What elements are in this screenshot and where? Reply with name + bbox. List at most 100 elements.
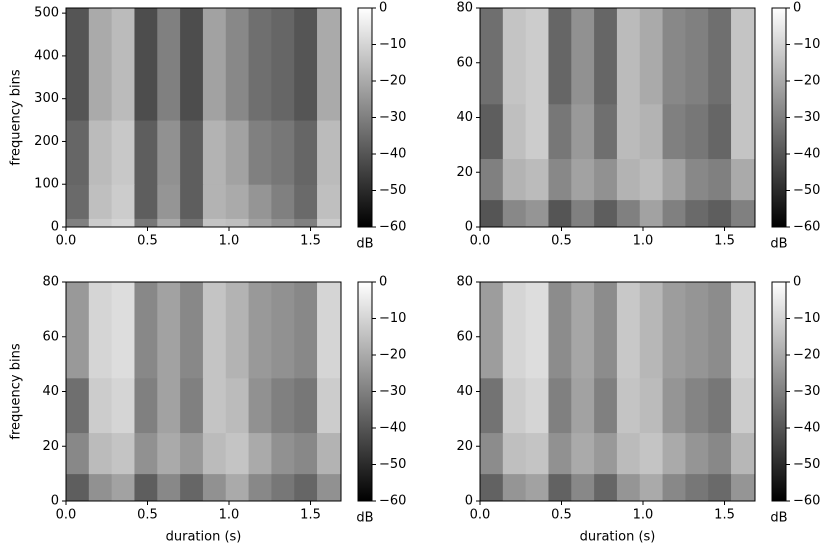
colorbar-tick-label: −50 — [379, 183, 406, 198]
heatmap-cell — [571, 8, 595, 105]
heatmap-cell — [708, 103, 732, 160]
y-axis-label: frequency bins — [9, 343, 24, 439]
colorbar — [771, 7, 787, 228]
axes-frame — [65, 7, 342, 228]
heatmap-cell — [271, 120, 295, 185]
heatmap-cell — [180, 432, 204, 475]
colorbar-tick-label: −40 — [379, 147, 406, 162]
heatmap-cell — [639, 473, 664, 502]
heatmap-cell — [317, 377, 342, 434]
heatmap-cell — [525, 199, 549, 228]
heatmap-cell — [157, 120, 181, 185]
heatmap-cell — [225, 282, 250, 379]
x-tick-label: 0.5 — [137, 234, 158, 249]
heatmap-cell — [502, 473, 527, 502]
heatmap-cell — [662, 282, 686, 379]
heatmap-cell — [480, 103, 504, 160]
x-tick-label: 0.5 — [551, 508, 572, 523]
heatmap-cell — [202, 377, 227, 434]
colorbar-tick-label: −10 — [793, 311, 820, 326]
heatmap-cell — [685, 282, 709, 379]
y-tick-label: 20 — [456, 165, 473, 180]
colorbar-tick-label: −40 — [793, 421, 820, 436]
y-tick-label: 400 — [34, 48, 59, 63]
heatmap-cell — [639, 199, 664, 228]
heatmap-cell — [248, 432, 272, 475]
x-tick-label: 0.5 — [551, 234, 572, 249]
heatmap-cell — [548, 103, 572, 160]
heatmap-cell — [480, 377, 504, 434]
y-axis-label: frequency bins — [9, 69, 24, 165]
heatmap-cell — [685, 199, 709, 228]
heatmap-cell — [271, 282, 295, 379]
heatmap-cell — [111, 8, 135, 121]
heatmap-cell — [480, 473, 504, 502]
heatmap-cell — [271, 184, 295, 219]
heatmap-cell — [502, 8, 527, 105]
colorbar-tick-label: −60 — [793, 494, 820, 509]
y-tick-label: 100 — [34, 177, 59, 192]
heatmap-cell — [271, 432, 295, 475]
colorbar-label: dB — [770, 511, 787, 526]
x-tick-label: 1.0 — [219, 508, 240, 523]
heatmap-cell — [202, 120, 227, 185]
x-tick-label: 0.0 — [470, 234, 491, 249]
heatmap-cell — [548, 282, 572, 379]
heatmap-cell — [271, 218, 295, 228]
colorbar-tick-label: −50 — [793, 183, 820, 198]
heatmap-cell — [662, 199, 686, 228]
heatmap-cell — [708, 473, 732, 502]
heatmap-cell — [88, 120, 113, 185]
heatmap-cell — [134, 432, 158, 475]
heatmap-cell — [294, 377, 318, 434]
heatmap-cell — [294, 8, 318, 121]
heatmap-cell — [111, 218, 135, 228]
heatmap-cell — [525, 473, 549, 502]
heatmap-cell — [731, 432, 756, 475]
x-tick-label: 1.0 — [633, 234, 654, 249]
heatmap-cell — [616, 282, 641, 379]
colorbar-tick-label: −50 — [379, 457, 406, 472]
heatmap-cell — [180, 282, 204, 379]
heatmap-cell — [202, 184, 227, 219]
heatmap-cell — [594, 158, 618, 201]
x-tick-label: 1.0 — [219, 234, 240, 249]
y-tick-label: 0 — [465, 220, 473, 235]
heatmap-cell — [731, 377, 756, 434]
heatmap-cell — [317, 432, 342, 475]
heatmap-cell — [88, 282, 113, 379]
y-tick-label: 80 — [42, 275, 59, 290]
heatmap-cell — [502, 377, 527, 434]
heatmap-cell — [134, 8, 158, 121]
colorbar — [357, 7, 373, 228]
heatmap-cell — [480, 282, 504, 379]
heatmap-cell — [639, 377, 664, 434]
heatmap-cell — [271, 8, 295, 121]
heatmap-cell — [157, 184, 181, 219]
x-tick-label: 0.0 — [470, 508, 491, 523]
heatmap-cell — [708, 8, 732, 105]
colorbar-tick-label: −30 — [793, 110, 820, 125]
heatmap-cell — [639, 103, 664, 160]
colorbar-tick-label: −50 — [793, 457, 820, 472]
heatmap-cell — [616, 158, 641, 201]
heatmap-cell — [88, 377, 113, 434]
heatmap-cell — [202, 218, 227, 228]
heatmap-cell — [66, 473, 90, 502]
heatmap-cell — [248, 282, 272, 379]
heatmap-cell — [271, 377, 295, 434]
heatmap-cell — [571, 377, 595, 434]
heatmap-cell — [157, 377, 181, 434]
heatmap-cell — [502, 158, 527, 201]
heatmap-cell — [731, 103, 756, 160]
heatmap-cell — [525, 377, 549, 434]
heatmap-cell — [294, 120, 318, 185]
heatmap-cell — [571, 473, 595, 502]
x-tick-label: 1.0 — [633, 508, 654, 523]
heatmap-cell — [731, 282, 756, 379]
heatmap-cell — [157, 8, 181, 121]
heatmap-cell — [662, 432, 686, 475]
heatmap-cell — [525, 158, 549, 201]
heatmap-cell — [685, 103, 709, 160]
heatmap-cell — [66, 184, 90, 219]
